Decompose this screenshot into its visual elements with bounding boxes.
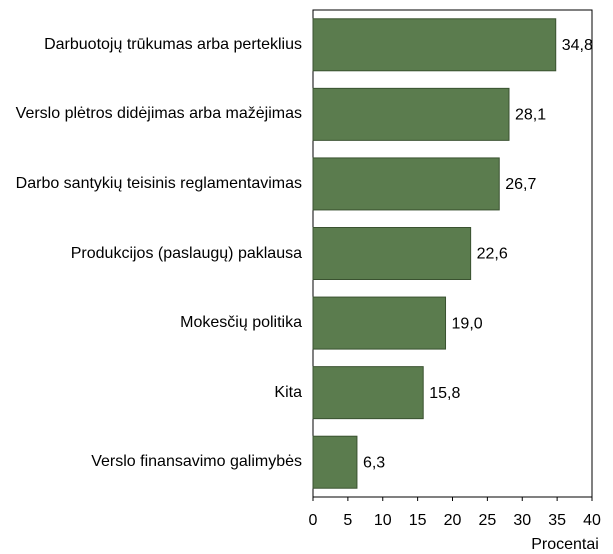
x-tick-label: 15 — [409, 512, 427, 529]
category-text: Produkcijos (paslaugų) paklausa — [70, 244, 302, 262]
bar — [312, 157, 500, 211]
x-tick-label: 10 — [374, 512, 392, 529]
category-label: Darbo santykių teisinis reglamentavimas — [0, 154, 302, 214]
bar — [312, 18, 557, 72]
x-tick-label: 30 — [513, 512, 531, 529]
value-label: 26,7 — [505, 176, 536, 193]
bar — [312, 435, 358, 489]
category-label: Produkcijos (paslaugų) paklausa — [0, 224, 302, 284]
value-label: 22,6 — [477, 246, 508, 263]
value-label: 34,8 — [562, 37, 593, 54]
x-tick-label: 5 — [343, 512, 352, 529]
bar — [312, 296, 447, 350]
category-label: Darbuotojų trūkumas arba perteklius — [0, 15, 302, 75]
category-text: Kita — [274, 383, 302, 401]
x-tick-label: 20 — [444, 512, 462, 529]
x-axis-label: Procentai — [531, 536, 599, 553]
value-label: 28,1 — [515, 107, 546, 124]
category-label: Mokesčių politika — [0, 293, 302, 353]
category-text: Darbuotojų trūkumas arba perteklius — [44, 35, 302, 53]
bar — [312, 87, 510, 141]
category-text: Verslo finansavimo galimybės — [91, 453, 302, 471]
category-text: Mokesčių politika — [180, 314, 302, 332]
x-tick-label: 35 — [548, 512, 566, 529]
bar — [312, 366, 424, 420]
bar — [312, 227, 472, 280]
value-label: 6,3 — [363, 454, 385, 471]
x-tick-label: 40 — [583, 512, 601, 529]
category-label: Verslo plėtros didėjimas arba mažėjimas — [0, 84, 302, 144]
category-text: Darbo santykių teisinis reglamentavimas — [15, 174, 302, 192]
value-label: 19,0 — [452, 315, 483, 332]
value-label: 15,8 — [429, 385, 460, 402]
x-tick-label: 0 — [309, 512, 318, 529]
category-text: Verslo plėtros didėjimas arba mažėjimas — [15, 105, 302, 123]
category-label: Verslo finansavimo galimybės — [0, 432, 302, 492]
category-label: Kita — [0, 363, 302, 423]
x-tick-label: 25 — [478, 512, 496, 529]
